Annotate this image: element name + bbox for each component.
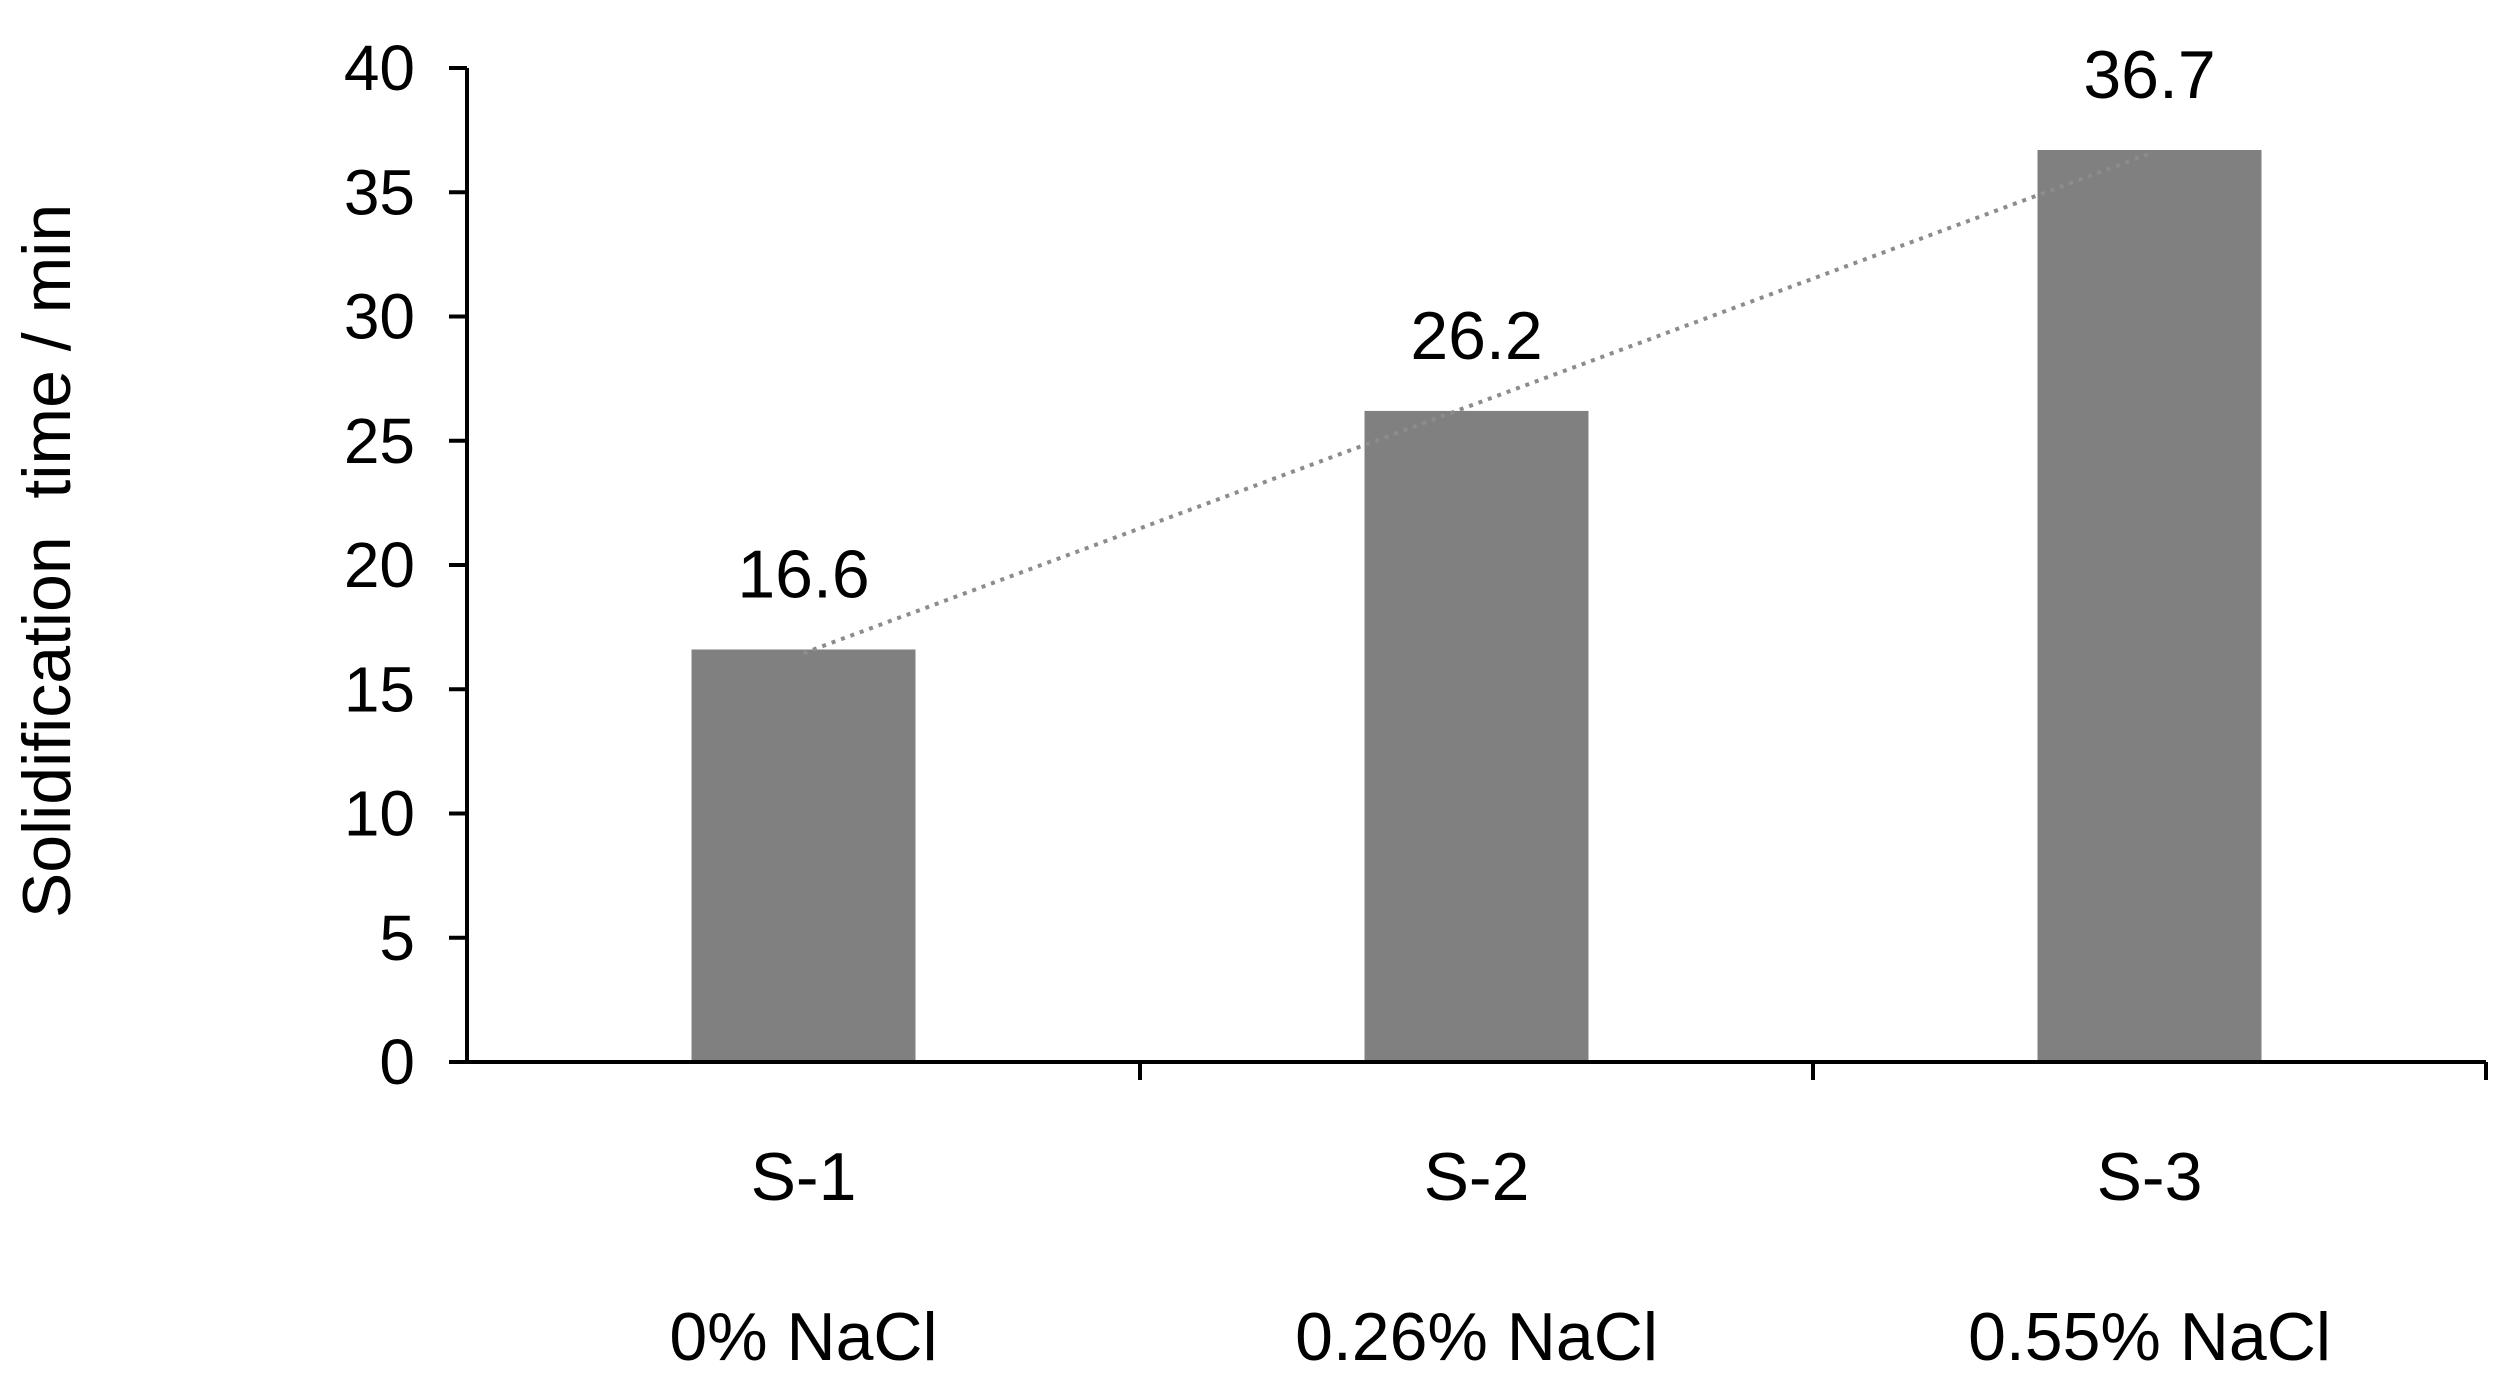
y-axis-ticks: 0 5 10 15 20 25 30 35 40 xyxy=(344,32,467,1098)
x-tick-sublabel: 0% NaCl xyxy=(669,1299,937,1375)
y-tick-label: 40 xyxy=(344,32,415,104)
y-tick-label: 35 xyxy=(344,156,415,228)
bar-s-3 xyxy=(2037,150,2262,1062)
x-tick-label: S-1 xyxy=(751,1139,857,1215)
y-tick-label: 5 xyxy=(379,902,415,974)
data-label: 26.2 xyxy=(1410,298,1542,374)
x-tick-label: S-2 xyxy=(1424,1139,1530,1215)
y-tick-label: 0 xyxy=(379,1026,415,1098)
data-label: 16.6 xyxy=(737,536,869,612)
y-tick-label: 25 xyxy=(344,405,415,477)
y-tick-label: 30 xyxy=(344,281,415,353)
y-tick-label: 10 xyxy=(344,778,415,850)
y-tick-label: 20 xyxy=(344,529,415,601)
x-tick-sublabel: 0.55% NaCl xyxy=(1968,1299,2331,1375)
data-label: 36.7 xyxy=(2083,37,2215,113)
data-labels: 16.6 26.2 36.7 xyxy=(737,37,2215,612)
x-tick-label: S-3 xyxy=(2097,1139,2203,1215)
bars xyxy=(691,150,2262,1062)
x-axis-ticks xyxy=(1138,1062,2488,1080)
y-tick-label: 15 xyxy=(344,653,415,725)
bar-s-1 xyxy=(691,649,916,1062)
x-tick-sublabel: 0.26% NaCl xyxy=(1295,1299,1658,1375)
category-labels: S-1 0% NaCl S-2 0.26% NaCl S-3 0.55% NaCl xyxy=(669,1139,2331,1375)
y-axis-title: Solidification time / min xyxy=(9,204,85,918)
bar-s-2 xyxy=(1364,410,1589,1062)
